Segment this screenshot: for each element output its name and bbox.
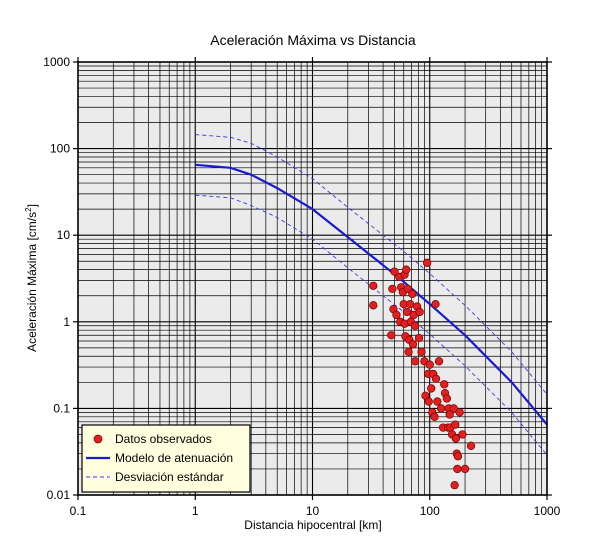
data-point — [451, 420, 460, 429]
data-point — [369, 301, 378, 310]
data-point — [427, 384, 436, 393]
x-axis-title: Distancia hipocentral [km] — [244, 518, 381, 532]
data-point — [425, 360, 434, 369]
y-tick-label: 100 — [50, 142, 70, 156]
data-point — [455, 408, 464, 417]
attenuation-model-line — [195, 163, 548, 426]
data-point — [405, 299, 415, 309]
data-point — [424, 397, 433, 406]
data-point — [430, 412, 439, 421]
data-point — [410, 321, 420, 330]
data-point — [450, 480, 459, 490]
legend-marker-points — [93, 434, 103, 444]
std-deviation-line — [195, 194, 548, 456]
y-axis-title-end: ] — [25, 204, 39, 207]
series-layer — [195, 134, 548, 490]
axis-ticks: 0.1 1 10 100 1000 0.01 0.1 1 10 100 1000 — [43, 55, 560, 518]
data-point — [449, 404, 458, 413]
data-point — [390, 267, 399, 276]
data-point — [453, 464, 462, 474]
std-deviation-line — [195, 134, 548, 395]
data-point — [417, 347, 426, 356]
y-tick-label: 0.01 — [47, 488, 71, 502]
data-point — [434, 357, 444, 366]
data-point — [408, 340, 418, 349]
y-tick-label: 10 — [57, 228, 71, 242]
data-point — [404, 347, 413, 356]
data-point — [458, 430, 467, 439]
data-point — [445, 410, 454, 419]
x-tick-label: 1 — [192, 504, 199, 518]
data-point — [408, 289, 417, 299]
y-axis-title-exponent: 2 — [24, 207, 33, 212]
x-tick-label: 10 — [306, 504, 320, 518]
data-point — [460, 464, 470, 474]
data-point — [410, 357, 420, 366]
data-point — [369, 281, 378, 291]
data-point — [387, 331, 396, 340]
data-point — [388, 284, 397, 294]
data-point — [451, 434, 461, 443]
data-point — [422, 258, 432, 267]
legend-label: Datos observados — [115, 432, 212, 446]
data-point — [436, 404, 446, 413]
data-point — [402, 307, 412, 317]
y-tick-label: 1000 — [43, 55, 70, 69]
x-tick-label: 100 — [420, 504, 440, 518]
y-axis-title-main: Aceleración Máxima [cm/s — [25, 212, 39, 352]
data-point — [433, 397, 442, 406]
data-point — [392, 310, 401, 320]
legend-label: Modelo de atenuación — [115, 451, 233, 465]
y-axis-title: Aceleración Máxima [cm/s2] — [24, 204, 39, 352]
y-tick-label: 1 — [63, 315, 70, 329]
data-point — [415, 307, 424, 317]
data-point — [442, 394, 452, 403]
legend-label: Desviación estándar — [115, 470, 224, 484]
y-tick-label: 0.1 — [53, 401, 70, 415]
data-point — [453, 452, 463, 461]
x-tick-label: 0.1 — [70, 504, 87, 518]
data-point — [440, 380, 449, 389]
data-point — [414, 333, 424, 343]
legend: Datos observados Modelo de atenuación Desv… — [81, 424, 251, 493]
x-tick-label: 1000 — [534, 504, 561, 518]
data-point — [466, 441, 476, 450]
data-point — [431, 374, 441, 383]
data-point — [431, 299, 440, 309]
chart-title: Aceleración Máxima vs Distancia — [210, 32, 416, 48]
data-point — [402, 265, 411, 274]
